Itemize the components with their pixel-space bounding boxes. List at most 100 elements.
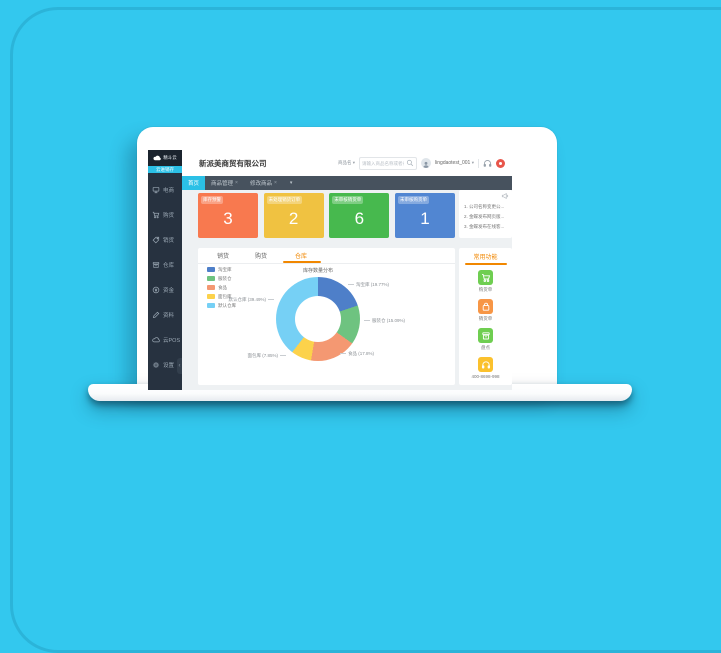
sidebar-item-label: 资料 (163, 312, 175, 319)
sidebar-item-purchase[interactable]: 购货 (148, 202, 182, 227)
notice-item[interactable]: 1. 公司名称变更公... (464, 204, 505, 209)
sidebar-item-ecommerce[interactable]: 电商 (148, 177, 182, 202)
search-category-value: 商品名 (338, 160, 352, 165)
sidebar-item-funds[interactable]: 资金 (148, 277, 182, 302)
quick-panel-title: 常用功能 (473, 255, 498, 261)
legend-item[interactable]: 默认仓库 (207, 301, 236, 310)
quick-item-icon (478, 270, 493, 285)
active-tab-underline (283, 261, 321, 263)
legend-label: 默认仓库 (218, 302, 236, 308)
monitor-icon (152, 186, 160, 193)
stat-card-label: 未处理销货订单 (266, 196, 303, 204)
stat-card[interactable]: 未审核购货单 1 (394, 193, 455, 238)
header-divider (478, 158, 479, 168)
search-icon[interactable] (406, 159, 414, 167)
legend-item[interactable]: 淘宝库 (207, 265, 236, 274)
legend-label: 服装仓 (218, 275, 232, 281)
quick-item-icon (478, 328, 493, 343)
avatar[interactable] (421, 158, 432, 168)
app-logo[interactable]: 精斗云 (148, 150, 182, 166)
tab-goods-management[interactable]: 商品管理 × (205, 176, 244, 190)
legend-swatch (207, 267, 215, 272)
close-icon[interactable]: × (235, 180, 238, 186)
pencil-icon (152, 311, 160, 318)
slice-label: 服装仓 (15.09%) (364, 318, 405, 324)
content-area: 库存预警 3 未处理销货订单 2 未审核销货单 6 未审核购货单 1 1. 公司… (182, 190, 512, 390)
sidebar-menu: 电商 购货 销货 仓库 资金 资料 (148, 177, 182, 377)
sidebar-collapse-handle[interactable]: ‹ (177, 358, 182, 374)
sidebar-item-label: 销货 (163, 237, 175, 244)
quick-item-label: 购货单 (478, 287, 493, 292)
quick-item-icon (478, 357, 493, 372)
tab-label: 首页 (188, 181, 200, 187)
headset-icon (481, 360, 490, 368)
user-icon (423, 161, 429, 168)
close-icon[interactable]: × (273, 180, 277, 186)
tab-home[interactable]: 首页 (182, 176, 206, 190)
notification-icon[interactable] (496, 158, 505, 168)
legend-label: 面包库 (218, 293, 232, 299)
slice-label: 默认仓库 (39.49%) (200, 297, 274, 303)
tab-list-dropdown[interactable]: ▾ (285, 176, 298, 190)
quick-item-purchase-order[interactable]: 购货单 (478, 270, 493, 293)
warehouse-icon (152, 261, 160, 268)
sidebar-item-label: 云POS (163, 337, 181, 344)
chart-card-tabs: 销货 购货 仓库 (198, 248, 455, 264)
legend-swatch (207, 285, 215, 290)
chart-legend: 淘宝库 服装仓 食品 面包库 默认仓库 (207, 265, 236, 310)
app-screen: 精斗云 云进销存 电商 购货 销货 仓库 资金 (148, 150, 512, 390)
stat-cards-row: 库存预警 3 未处理销货订单 2 未审核销货单 6 未审核购货单 1 (198, 193, 455, 238)
stat-card-value: 6 (354, 209, 365, 228)
header-right: 商品名 ▾ lingdaotest_001 ▾ (338, 156, 512, 170)
headset-icon[interactable] (483, 159, 492, 168)
product-name-strip: 云进销存 (148, 166, 182, 173)
stat-card[interactable]: 库存预警 3 (198, 193, 258, 238)
app-header: 新派美商贸有限公司 商品名 ▾ lingdaotest_001 ▾ (182, 150, 512, 177)
stat-card[interactable]: 未审核销货单 6 (329, 193, 390, 238)
stat-card[interactable]: 未处理销货订单 2 (263, 193, 324, 238)
bag-icon (482, 302, 489, 311)
donut-chart[interactable] (276, 277, 360, 361)
search-input[interactable] (360, 160, 407, 166)
notice-list: 1. 公司名称变更公... 2. 金蝶发布网页版... 3. 金蝶发布在线客..… (459, 202, 512, 232)
quick-item-stocktake[interactable]: 盘点 (478, 328, 493, 351)
coin-icon (152, 286, 160, 293)
sidebar-item-settings[interactable]: 设置 (148, 352, 182, 377)
legend-label: 淘宝库 (218, 266, 232, 272)
chevron-down-icon: ▾ (352, 160, 356, 165)
sidebar-item-warehouse[interactable]: 仓库 (148, 252, 182, 277)
tag-icon (152, 236, 160, 243)
username-menu[interactable]: lingdaotest_001 ▾ (435, 160, 474, 166)
tab-label: 商品管理 (211, 181, 234, 187)
tab-purchase[interactable]: 购货 (254, 254, 267, 260)
cloud-logo-icon (153, 155, 162, 161)
tab-label: 修改商品 (249, 181, 272, 187)
chevron-down-icon: ▾ (289, 180, 293, 186)
username: lingdaotest_001 (435, 160, 471, 166)
donut-hole (295, 296, 341, 342)
legend-swatch (207, 276, 215, 281)
quick-item-service-hotline[interactable]: 400-8698-998 (471, 357, 500, 379)
legend-swatch (207, 303, 215, 308)
quick-item-sales-order[interactable]: 销货单 (478, 299, 493, 322)
sidebar-item-sales[interactable]: 销货 (148, 227, 182, 252)
stat-card-value: 3 (223, 209, 233, 228)
quick-item-label: 盘点 (481, 345, 490, 350)
sidebar-item-cloud-pos[interactable]: 云POS (148, 327, 182, 352)
nav-tab-bar: 首页 商品管理 × 修改商品 × ▾ (182, 176, 512, 190)
tab-edit-goods[interactable]: 修改商品 × (244, 176, 283, 190)
notice-item[interactable]: 3. 金蝶发布在线客... (464, 224, 505, 229)
quick-item-label: 销货单 (478, 316, 493, 321)
tab-warehouse[interactable]: 仓库 (294, 254, 307, 260)
notice-item[interactable]: 2. 金蝶发布网页版... (464, 214, 505, 219)
company-name: 新派美商贸有限公司 (199, 158, 267, 168)
search-box (359, 156, 418, 170)
cart-icon (152, 211, 160, 218)
legend-item[interactable]: 服装仓 (207, 274, 236, 283)
tab-sales[interactable]: 销货 (216, 254, 229, 260)
sidebar-item-data[interactable]: 资料 (148, 302, 182, 327)
stat-card-label: 未审核购货单 (397, 196, 429, 204)
search-category-select[interactable]: 商品名 ▾ (338, 160, 355, 166)
legend-item[interactable]: 食品 (207, 283, 236, 292)
notices-panel: 1. 公司名称变更公... 2. 金蝶发布网页版... 3. 金蝶发布在线客..… (459, 190, 512, 238)
